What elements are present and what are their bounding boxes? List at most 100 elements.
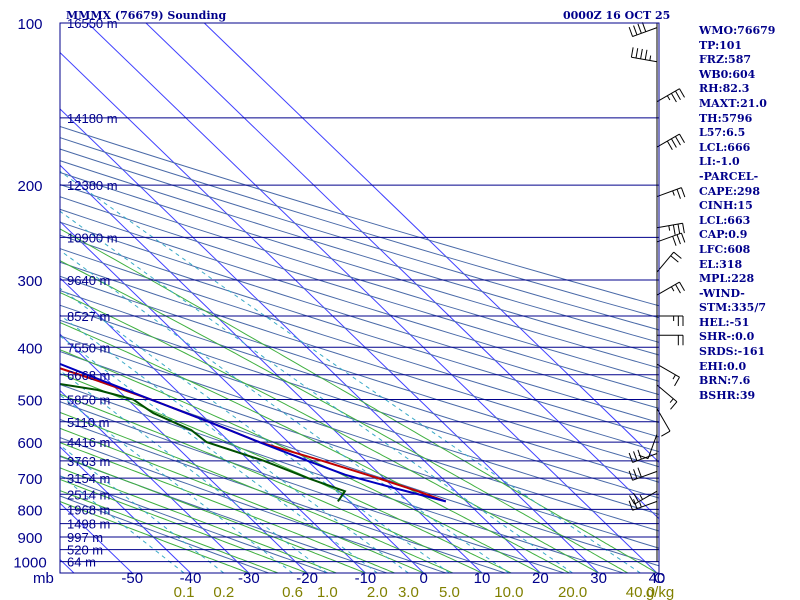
height-label: 6668 m [67, 368, 110, 383]
plot-frame [59, 22, 660, 574]
mixing-ratio-tick: 10.0 [494, 584, 523, 600]
mixing-ratio-line [60, 394, 293, 573]
moist-adiabat [60, 260, 629, 573]
sounding-index-item: WB0:604 [699, 67, 756, 81]
temperature-tick: 40 [649, 570, 666, 587]
moist-adiabat [60, 411, 454, 573]
background-lines [60, 23, 659, 573]
wind-barb [656, 187, 686, 199]
sounding-index-item: EHI:0.0 [699, 359, 747, 373]
pressure-label: 300 [17, 273, 42, 290]
temperature-unit-label: C [654, 570, 665, 587]
dry-adiabat [60, 148, 659, 331]
height-label: 14180 m [67, 111, 118, 126]
wind-barb [656, 384, 678, 410]
isotherm-line [60, 51, 599, 573]
moist-adiabat [60, 349, 541, 573]
sounding-index-item: SRDS:-161 [699, 345, 766, 359]
temperature-tick: -20 [296, 570, 318, 587]
parcel-trace [60, 362, 447, 503]
pressure-unit-label: mb [33, 570, 54, 587]
sounding-index-item: FRZ:587 [699, 53, 752, 67]
moist-adiabat [60, 228, 658, 573]
moist-adiabat [60, 393, 483, 573]
temperature-tick: 20 [532, 570, 549, 587]
moist-adiabat [60, 478, 308, 573]
sounding-index-item: -WIND- [699, 286, 745, 300]
isotherm-line [60, 220, 425, 573]
temperature-tick: 30 [590, 570, 607, 587]
wind-barb [656, 363, 680, 387]
dry-adiabat [60, 208, 659, 396]
mixing-ratio-tick: 20.0 [558, 584, 587, 600]
isotherm-line [203, 23, 659, 464]
moist-adiabat [60, 291, 599, 573]
wind-barb [629, 490, 658, 505]
height-label: 1498 m [67, 517, 110, 532]
wind-barb [656, 222, 685, 235]
wind-barb [656, 251, 682, 273]
dry-adiabat [60, 304, 659, 499]
temperature-tick: -10 [355, 570, 377, 587]
sounding-index-item: LCL:663 [699, 213, 751, 227]
dry-adiabat [60, 455, 388, 573]
sounding-traces [60, 362, 447, 503]
wind-barb [656, 88, 685, 103]
dry-adiabat [60, 261, 659, 453]
mixing-ratio-tick: 2.0 [367, 584, 388, 600]
mixing-ratio-tick: 0.2 [213, 584, 234, 600]
mixing-ratio-tick: 40.0 [626, 584, 655, 600]
moist-adiabat [60, 373, 512, 573]
height-label: 520 m [67, 543, 103, 558]
dry-adiabat [60, 290, 659, 483]
mixing-ratio-tick: 3.0 [398, 584, 419, 600]
height-label: 997 m [67, 530, 103, 545]
height-label: 12380 m [67, 178, 118, 193]
sounding-index-item: MAXT:21.0 [699, 96, 767, 110]
mixing-ratio-line [60, 170, 641, 573]
sounding-index-item: BSHR:39 [699, 388, 756, 402]
dry-adiabat [60, 475, 328, 573]
sounding-index-item: BRN:7.6 [699, 374, 751, 388]
height-label: 5110 m [67, 415, 109, 430]
moist-adiabat [60, 501, 249, 573]
dry-adiabat [60, 495, 269, 573]
dry-adiabat [60, 160, 659, 343]
wind-barb [656, 232, 686, 246]
wind-barbs [628, 22, 686, 562]
pressure-label: 1000 [13, 555, 46, 572]
height-label: 2514 m [67, 487, 110, 502]
dry-adiabat [60, 221, 659, 409]
mixing-ratio-line [60, 369, 328, 573]
sounding-index-item: MPL:228 [699, 272, 755, 286]
mixing-ratio-tick: 0.1 [174, 584, 195, 600]
temperature-tick: -30 [238, 570, 260, 587]
moist-adiabat [60, 427, 424, 573]
temperature-tick: 0 [420, 570, 428, 587]
sounding-index-item: LFC:608 [699, 242, 751, 256]
sounding-time: 0000Z 16 OCT 25 [563, 9, 671, 22]
dry-adiabat [60, 183, 659, 369]
pressure-label: 700 [17, 471, 42, 488]
wind-barb [628, 22, 658, 37]
sounding-index-item: LI:-1.0 [699, 155, 740, 169]
pressure-label: 900 [17, 530, 42, 547]
sounding-index-item: HEL:-51 [699, 315, 750, 329]
sounding-index-item: TP:101 [699, 38, 743, 52]
moist-adiabat [60, 442, 395, 573]
temperature-tick: 10 [474, 570, 491, 587]
mixing-ratio-line [60, 249, 510, 573]
sounding-index-item: CAPE:298 [699, 184, 760, 198]
temperature-tick: -50 [121, 570, 143, 587]
wind-barb [628, 449, 658, 463]
dry-adiabat [60, 350, 659, 549]
wind-barb [630, 47, 658, 63]
height-label: 8527 m [67, 309, 110, 324]
height-label: 5850 m [67, 392, 110, 407]
isotherm-line [87, 23, 658, 573]
sounding-index-item: CINH:15 [699, 199, 753, 213]
mixing-ratio-tick: 1.0 [317, 584, 338, 600]
sounding-index-item: SHR-:0.0 [699, 330, 755, 344]
mixing-ratio-line [60, 335, 378, 573]
